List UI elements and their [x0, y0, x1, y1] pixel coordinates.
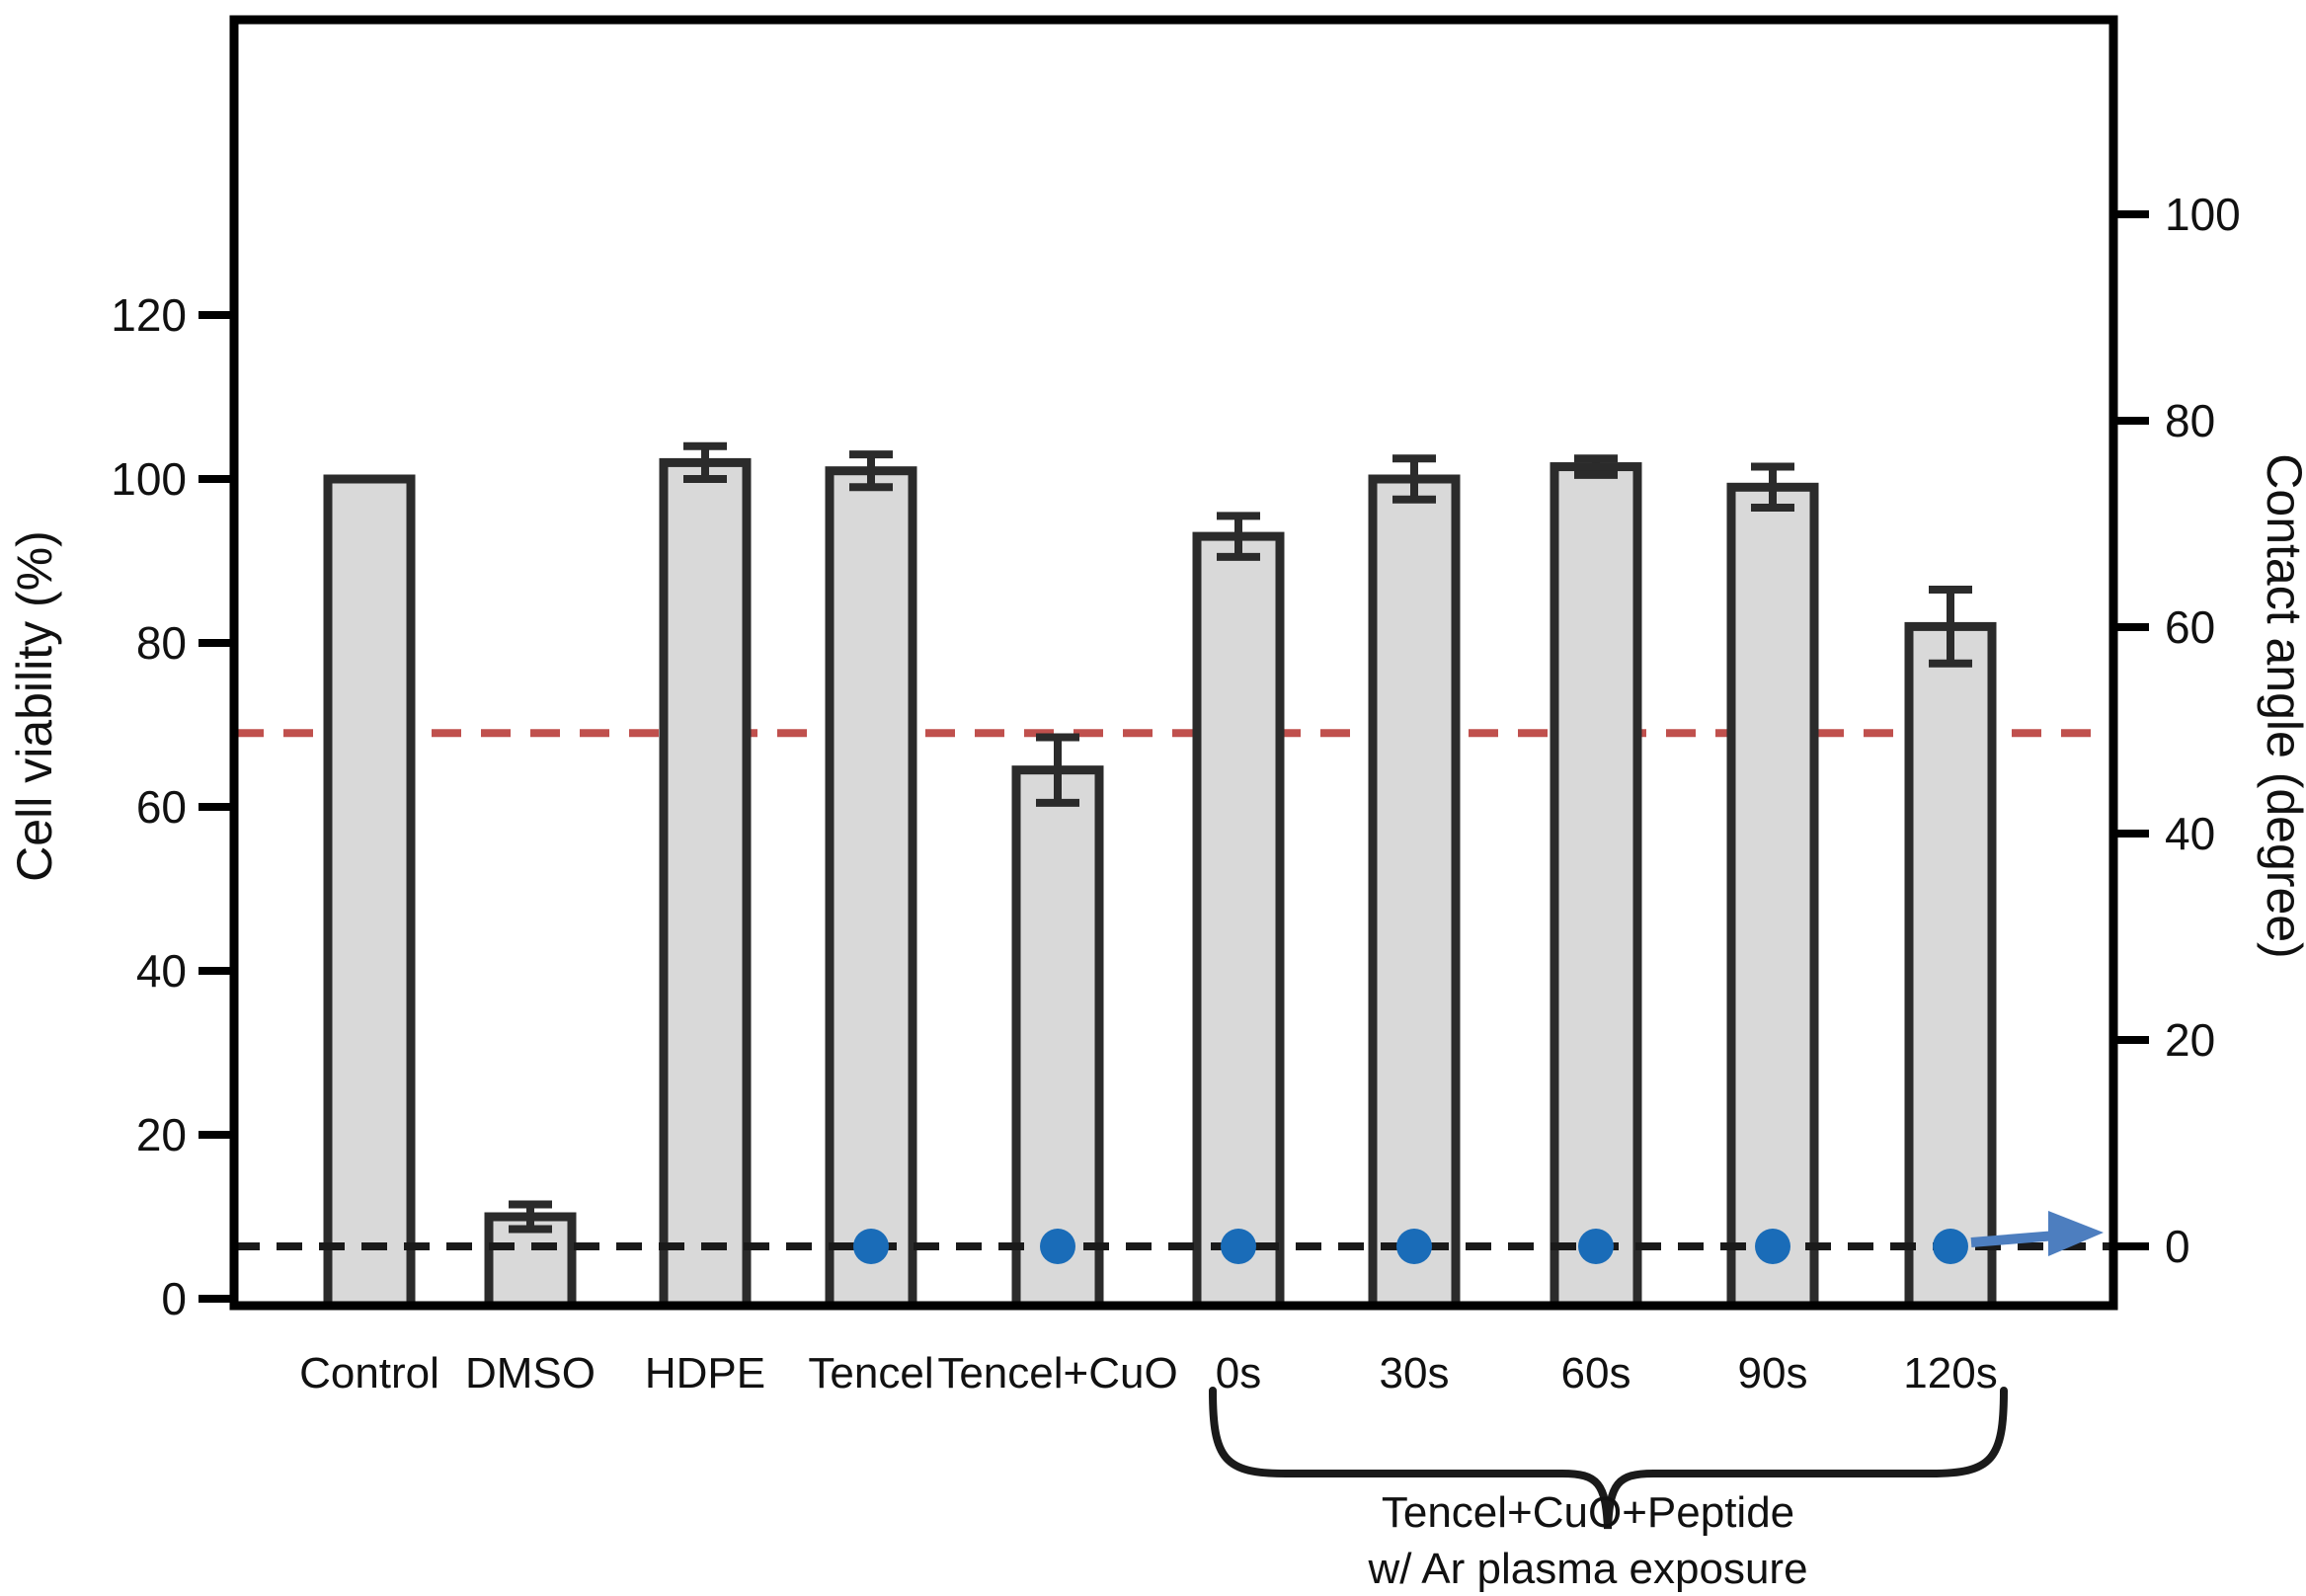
- error-bar-60s: [1574, 454, 1618, 479]
- category-label-Control: Control: [299, 1349, 439, 1397]
- contact-angle-dot-120s: [1933, 1229, 1968, 1264]
- left-axis-tick-label-100: 100: [111, 453, 187, 505]
- axes-and-ticks: 0 20 40 60 80 100 120 0 20 40 60 80 100 Control DMSO HD…: [111, 189, 2241, 1397]
- category-label-HDPE: HDPE: [645, 1349, 765, 1397]
- plot-frame: [229, 15, 2118, 1311]
- right-axis-tick-label-60: 60: [2165, 601, 2215, 653]
- contact-angle-dots: [853, 1229, 1968, 1264]
- left-axis-tick-label-60: 60: [136, 781, 187, 833]
- bar-HDPE: [659, 457, 752, 1311]
- error-bar-Tencel: [849, 450, 893, 492]
- contact-angle-dot-30s: [1396, 1229, 1432, 1264]
- bracket-caption-line1: Tencel+CuO+Peptide: [1382, 1488, 1794, 1537]
- left-axis-tick-label-40: 40: [136, 945, 187, 997]
- bar-120s: [1904, 621, 1997, 1311]
- category-label-Tencel+CuO: Tencel+CuO: [937, 1349, 1177, 1397]
- error-bar-30s: [1392, 454, 1436, 504]
- category-label-120s: 120s: [1903, 1349, 1997, 1397]
- right-axis-tick-label-20: 20: [2165, 1014, 2215, 1066]
- left-axis-tick-label-120: 120: [111, 289, 187, 341]
- bar-60s: [1550, 462, 1642, 1311]
- group-bracket: [1209, 1387, 2008, 1530]
- contact-angle-dot-60s: [1578, 1229, 1614, 1264]
- bar-Tencel+CuO: [1011, 765, 1104, 1311]
- right-axis-title: Contact angle (degree): [2257, 453, 2306, 958]
- right-axis-tick-label-40: 40: [2165, 808, 2215, 859]
- viability-bars: [323, 441, 1997, 1311]
- bar-30s: [1368, 474, 1461, 1311]
- contact-angle-dot-Tencel: [853, 1229, 889, 1264]
- contact-angle-dot-0s: [1221, 1229, 1256, 1264]
- bar-Tencel: [825, 466, 917, 1311]
- category-label-60s: 60s: [1561, 1349, 1631, 1397]
- error-bar-Tencel+CuO: [1036, 733, 1079, 807]
- left-axis-tick-label-0: 0: [161, 1273, 187, 1324]
- category-label-30s: 30s: [1380, 1349, 1450, 1397]
- right-axis-tick-label-80: 80: [2165, 395, 2215, 446]
- error-bar-120s: [1929, 586, 1972, 668]
- right-axis-pointer-arrow-icon: [1970, 1211, 2104, 1256]
- category-label-Tencel: Tencel: [808, 1349, 933, 1397]
- left-axis-tick-label-20: 20: [136, 1109, 187, 1160]
- bracket-caption-line2: w/ Ar plasma exposure: [1367, 1545, 1807, 1593]
- bar-0s: [1192, 531, 1285, 1311]
- error-bar-90s: [1751, 462, 1794, 513]
- category-label-90s: 90s: [1738, 1349, 1808, 1397]
- category-label-DMSO: DMSO: [465, 1349, 596, 1397]
- bar-Control: [323, 474, 416, 1311]
- error-bar-HDPE: [683, 441, 727, 483]
- category-label-0s: 0s: [1216, 1349, 1261, 1397]
- left-axis-title: Cell viability (%): [7, 530, 62, 882]
- error-bar-0s: [1217, 512, 1260, 561]
- contact-angle-dot-90s: [1755, 1229, 1790, 1264]
- right-axis-tick-label-0: 0: [2165, 1221, 2190, 1272]
- contact-angle-dot-Tencel+CuO: [1040, 1229, 1075, 1264]
- right-axis-tick-label-100: 100: [2165, 189, 2241, 240]
- error-bar-DMSO: [509, 1200, 552, 1234]
- bar-90s: [1726, 482, 1819, 1311]
- left-axis-tick-label-80: 80: [136, 617, 187, 669]
